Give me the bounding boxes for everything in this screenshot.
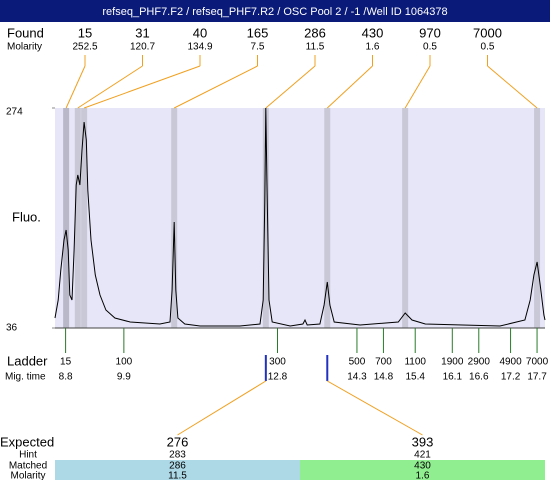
found-connector [77,65,143,109]
ladder-time: 14.3 [347,372,367,383]
ladder-size: 1100 [404,357,426,368]
matched-bg [300,460,545,480]
y-axis-label: Fluo. [12,209,41,224]
ladder-time: 16.1 [443,372,463,383]
matched-label: Matched [9,461,47,472]
molarity-label: Molarity [7,42,42,53]
hint-label: Hint [19,450,37,461]
found-molarity: 134.9 [187,42,212,53]
found-size: 430 [362,25,384,40]
found-molarity: 120.7 [130,42,155,53]
mig-time-label: Mig. time [5,372,46,383]
found-molarity: 0.5 [423,42,437,53]
found-size: 31 [135,25,149,40]
ladder-time: 15.4 [405,372,425,383]
found-molarity: 0.5 [481,42,495,53]
found-size: 286 [304,25,326,40]
hint: 283 [169,450,186,461]
peak-band [63,108,70,328]
ladder-size: 700 [375,357,392,368]
peak-band [74,108,81,328]
ladder-size: 4900 [499,357,522,368]
exp-molarity-label: Molarity [10,471,45,480]
trace [54,107,546,327]
found-molarity: 252.5 [72,42,97,53]
found-size: 7000 [473,25,502,40]
ladder-size: 7000 [526,357,549,368]
matched-bg [55,460,300,480]
ladder-time: 9.9 [117,372,131,383]
found-connector [173,65,258,109]
matched: 430 [414,461,431,472]
header-bar [0,0,550,22]
found-size: 15 [78,25,92,40]
plot-area [55,108,545,328]
found-molarity: 11.5 [306,42,325,53]
found-connector [83,65,201,109]
found-size: 970 [419,25,441,40]
matched: 286 [169,461,186,472]
ladder-time: 8.8 [59,372,73,383]
ladder-time: 12.8 [268,372,288,383]
label-bg [0,460,55,480]
found-connector [326,65,373,109]
peak-band [262,108,269,328]
ladder-time: 17.2 [501,372,521,383]
expected-label: Expected [0,434,54,449]
expected-molarity: 1.6 [416,471,430,480]
expected-connector [327,380,423,436]
expected-connector [177,380,267,436]
found-molarity: 7.5 [251,42,265,53]
found-size: 165 [247,25,269,40]
expected-size: 276 [167,434,189,449]
ladder-size: 100 [116,357,133,368]
y-tick-label: 36 [6,323,18,334]
found-label: Found [7,25,44,40]
found-connector [487,65,538,109]
ladder-label: Ladder [7,353,48,368]
found-connector [65,65,86,109]
ladder-size: 300 [269,357,286,368]
header-title: refseq_PHF7.F2 / refseq_PHF7.R2 / OSC Po… [102,6,447,18]
found-size: 40 [193,25,207,40]
expected-size: 393 [412,434,434,449]
ladder-size: 500 [349,357,366,368]
peak-band [324,108,331,328]
peak-band [402,108,409,328]
ladder-time: 17.7 [527,372,547,383]
ladder-time: 14.8 [374,372,394,383]
found-connector [265,65,316,109]
found-connector [404,65,431,109]
peak-band [534,108,541,328]
ladder-size: 15 [60,357,72,368]
peak-band [81,108,88,328]
ladder-size: 1900 [441,357,464,368]
ladder-time: 16.6 [469,372,489,383]
peak-band [171,108,178,328]
hint: 421 [414,450,431,461]
expected-molarity: 11.5 [168,471,187,480]
ladder-size: 2900 [468,357,491,368]
y-tick-label: 274 [6,107,23,118]
found-molarity: 1.6 [366,42,380,53]
